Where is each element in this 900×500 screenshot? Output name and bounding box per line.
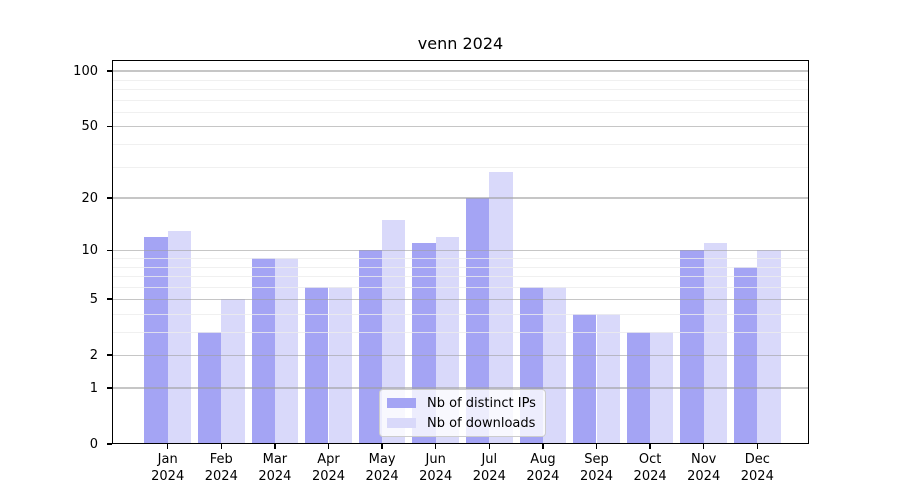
x-tick-label-apr: Apr 2024 — [311, 452, 346, 484]
legend-label-downloads: Nb of downloads — [427, 415, 536, 431]
x-tick-mark-feb — [220, 444, 223, 449]
bar-downloads-apr — [328, 286, 352, 444]
x-tick-mark-jan — [166, 444, 169, 449]
bar-downloads-mar — [274, 258, 299, 444]
minor-gridline-9 — [112, 258, 809, 259]
legend-label-distinct-ips: Nb of distinct IPs — [427, 395, 536, 411]
x-tick-label-jan: Jan 2024 — [151, 452, 185, 484]
bar-downloads-nov — [703, 243, 727, 444]
x-tick-mark-apr — [327, 444, 330, 449]
x-tick-label-jun: Jun 2024 — [419, 452, 453, 484]
bar-downloads-feb — [221, 299, 245, 444]
legend-swatch-distinct-ips — [387, 398, 416, 408]
bar-distinct-ips-sep — [573, 314, 597, 444]
legend-item-distinct-ips: Nb of distinct IPs — [387, 396, 545, 411]
x-tick-mark-may — [381, 444, 383, 449]
major-gridline-20 — [112, 197, 809, 199]
y-tick-mark-0 — [107, 443, 112, 445]
bar-distinct-ips-mar — [251, 258, 275, 444]
y-tick-label-5: 5 — [89, 291, 98, 307]
y-tick-label-1: 1 — [89, 380, 98, 396]
x-tick-mark-nov — [702, 444, 705, 449]
y-tick-label-20: 20 — [81, 190, 98, 206]
major-gridline-100 — [112, 70, 809, 72]
y-tick-mark-2 — [107, 354, 112, 357]
y-tick-label-100: 100 — [73, 63, 98, 79]
x-tick-mark-jun — [434, 444, 437, 449]
x-tick-label-feb: Feb 2024 — [204, 452, 238, 484]
minor-gridline-60 — [112, 111, 809, 113]
y-tick-mark-1 — [107, 387, 112, 389]
minor-gridline-4 — [112, 313, 809, 315]
y-tick-label-50: 50 — [81, 118, 98, 134]
bar-distinct-ips-jan — [144, 236, 168, 444]
x-tick-mark-mar — [274, 444, 276, 449]
chart-title: venn 2024 — [417, 34, 504, 53]
x-tick-label-nov: Nov 2024 — [687, 452, 721, 484]
minor-gridline-90 — [112, 79, 809, 81]
minor-gridline-8 — [112, 266, 809, 268]
y-tick-label-0: 0 — [89, 436, 98, 452]
x-tick-label-mar: Mar 2024 — [258, 452, 292, 484]
y-tick-label-10: 10 — [81, 242, 98, 258]
y-tick-mark-20 — [107, 197, 112, 199]
major-gridline-1 — [112, 387, 809, 389]
y-tick-label-2: 2 — [89, 347, 98, 363]
bar-downloads-sep — [596, 314, 620, 444]
x-tick-label-jul: Jul 2024 — [472, 452, 506, 484]
bar-downloads-jan — [167, 230, 191, 444]
x-tick-mark-sep — [595, 444, 598, 449]
minor-gridline-70 — [112, 99, 809, 101]
x-tick-label-sep: Sep 2024 — [579, 452, 614, 484]
x-tick-mark-aug — [542, 444, 544, 449]
legend-swatch-downloads — [387, 418, 416, 428]
x-tick-label-may: May 2024 — [365, 452, 399, 484]
y-tick-mark-5 — [107, 298, 112, 301]
minor-gridline-30 — [112, 166, 809, 168]
bar-distinct-ips-nov — [680, 250, 704, 444]
legend: Nb of distinct IPs Nb of downloads — [379, 389, 546, 437]
y-tick-mark-50 — [107, 125, 112, 128]
bar-distinct-ips-apr — [305, 286, 329, 444]
minor-gridline-80 — [112, 89, 809, 91]
minor-gridline-6 — [112, 286, 809, 288]
plot-area — [112, 60, 809, 444]
major-gridline-5 — [112, 298, 809, 300]
x-tick-mark-jul — [488, 444, 491, 449]
major-gridline-10 — [112, 249, 809, 251]
x-tick-mark-oct — [649, 444, 651, 449]
minor-gridline-3 — [112, 332, 809, 334]
x-tick-label-aug: Aug 2024 — [526, 452, 560, 484]
legend-item-downloads: Nb of downloads — [387, 416, 545, 431]
minor-gridline-7 — [112, 276, 809, 278]
y-tick-mark-10 — [107, 249, 112, 252]
x-tick-mark-dec — [756, 444, 759, 449]
major-gridline-50 — [112, 125, 809, 128]
bar-downloads-dec — [757, 250, 781, 444]
bar-distinct-ips-jul — [466, 198, 490, 444]
major-gridline-2 — [112, 354, 809, 356]
y-tick-mark-100 — [107, 70, 112, 72]
x-tick-label-oct: Oct 2024 — [633, 452, 667, 484]
minor-gridline-40 — [112, 144, 809, 146]
bar-downloads-jul — [489, 172, 513, 444]
x-tick-label-dec: Dec 2024 — [740, 452, 774, 484]
bar-downloads-aug — [542, 286, 567, 444]
